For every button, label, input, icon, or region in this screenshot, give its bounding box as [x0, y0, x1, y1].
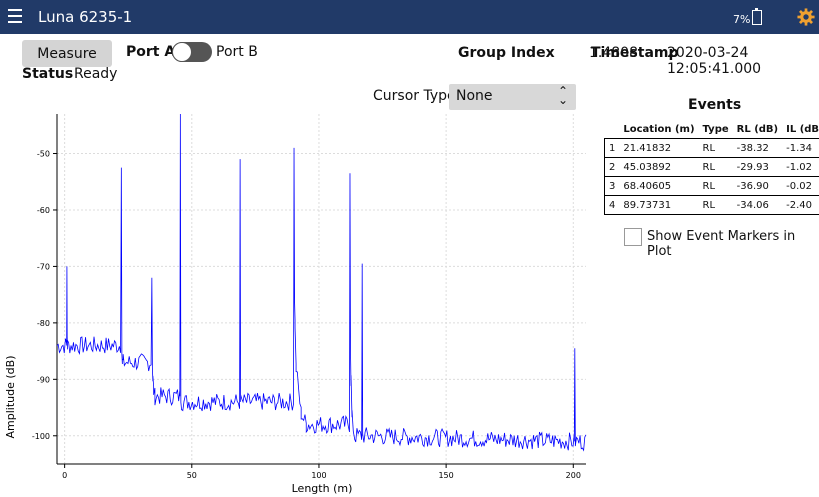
status-value: Ready — [74, 66, 118, 82]
port-b-label: Port B — [216, 44, 258, 60]
event-location: 89.73731 — [619, 195, 699, 215]
app-title: Luna 6235-1 — [38, 8, 133, 26]
event-il: -2.40 — [782, 195, 819, 215]
event-rl: -36.90 — [732, 176, 783, 196]
y-tick-label: -80 — [37, 319, 50, 328]
toggle-knob — [172, 42, 192, 62]
y-tick-label: -70 — [37, 262, 50, 271]
y-tick-label: -90 — [37, 375, 50, 384]
title-bar: Luna 6235-1 7% — [0, 0, 819, 34]
battery-indicator: 7% — [733, 8, 763, 26]
event-location: 45.03892 — [619, 157, 699, 177]
events-table: Location (m) Type RL (dB) IL (dB) 1 21.4… — [604, 120, 819, 215]
event-il: -1.34 — [782, 138, 819, 158]
table-row[interactable]: 1 21.41832 RL -38.32 -1.34 — [604, 138, 819, 158]
plot-grid — [57, 114, 586, 464]
event-rl: -29.93 — [732, 157, 783, 177]
event-type: RL — [698, 157, 733, 177]
trace-line-0 — [56, 113, 587, 452]
x-tick-label: 150 — [438, 471, 453, 480]
col-type-header: Type — [702, 123, 729, 135]
table-row[interactable]: 3 68.40605 RL -36.90 -0.02 — [604, 176, 819, 196]
event-il: -0.02 — [782, 176, 819, 196]
event-index: 1 — [604, 138, 620, 158]
group-index-value: 1.4808 — [589, 45, 638, 61]
table-row[interactable]: 4 89.73731 RL -34.06 -2.40 — [604, 195, 819, 215]
event-location: 21.41832 — [619, 138, 699, 158]
show-markers-checkbox[interactable] — [624, 228, 642, 246]
event-location: 68.40605 — [619, 176, 699, 196]
event-type: RL — [698, 138, 733, 158]
trace-layer — [56, 113, 587, 452]
event-index: 3 — [604, 176, 620, 196]
events-header-row: Location (m) Type RL (dB) IL (dB) — [605, 120, 819, 139]
cursor-type-value: None — [456, 88, 493, 104]
table-row[interactable]: 2 45.03892 RL -29.93 -1.02 — [604, 157, 819, 177]
status-label: Status — [22, 66, 74, 82]
event-rl: -38.32 — [732, 138, 783, 158]
x-tick-label: 200 — [566, 471, 581, 480]
measure-button[interactable]: Measure — [22, 40, 112, 67]
y-axis-label: Amplitude (dB) — [4, 356, 17, 439]
event-rl: -34.06 — [732, 195, 783, 215]
event-type: RL — [698, 195, 733, 215]
event-type: RL — [698, 176, 733, 196]
menu-icon[interactable] — [8, 9, 22, 23]
battery-percent: 7% — [733, 13, 751, 26]
cursor-type-select[interactable]: None ⌃ ⌄ — [449, 84, 576, 110]
cursor-type-label: Cursor Type — [373, 88, 456, 104]
plot-axes: 0 50 100 150 200 -50 -60 -70 -80 -90 -100 — [32, 114, 586, 480]
col-index-header — [605, 120, 620, 139]
timestamp-value: 2020-03-24 12:05:41.000 — [667, 45, 762, 77]
y-tick-label: -100 — [32, 432, 50, 441]
updown-chevron-icon: ⌃ ⌄ — [557, 84, 568, 107]
battery-charging-icon — [752, 8, 763, 25]
x-tick-label: 50 — [187, 471, 197, 480]
x-axis-label: Length (m) — [292, 482, 353, 495]
col-il-header: IL (dB) — [786, 123, 819, 135]
otdr-trace-chart[interactable]: 0 50 100 150 200 -50 -60 -70 -80 -90 -100 Length (… — [0, 112, 590, 497]
x-tick-label: 0 — [62, 471, 67, 480]
col-location-header: Location (m) — [623, 123, 695, 135]
gear-icon[interactable] — [797, 8, 815, 26]
event-index: 4 — [604, 195, 620, 215]
events-title: Events — [688, 97, 742, 113]
port-toggle[interactable] — [172, 42, 212, 62]
y-tick-label: -50 — [37, 150, 50, 159]
port-a-label: Port A — [126, 44, 176, 60]
event-il: -1.02 — [782, 157, 819, 177]
group-index-label: Group Index — [458, 45, 555, 61]
timestamp-label: Timestamp — [591, 45, 679, 61]
x-tick-label: 100 — [311, 471, 326, 480]
y-tick-label: -60 — [37, 206, 50, 215]
event-index: 2 — [604, 157, 620, 177]
show-markers-label: Show Event Markers in Plot — [647, 229, 796, 259]
col-rl-header: RL (dB) — [736, 123, 779, 135]
